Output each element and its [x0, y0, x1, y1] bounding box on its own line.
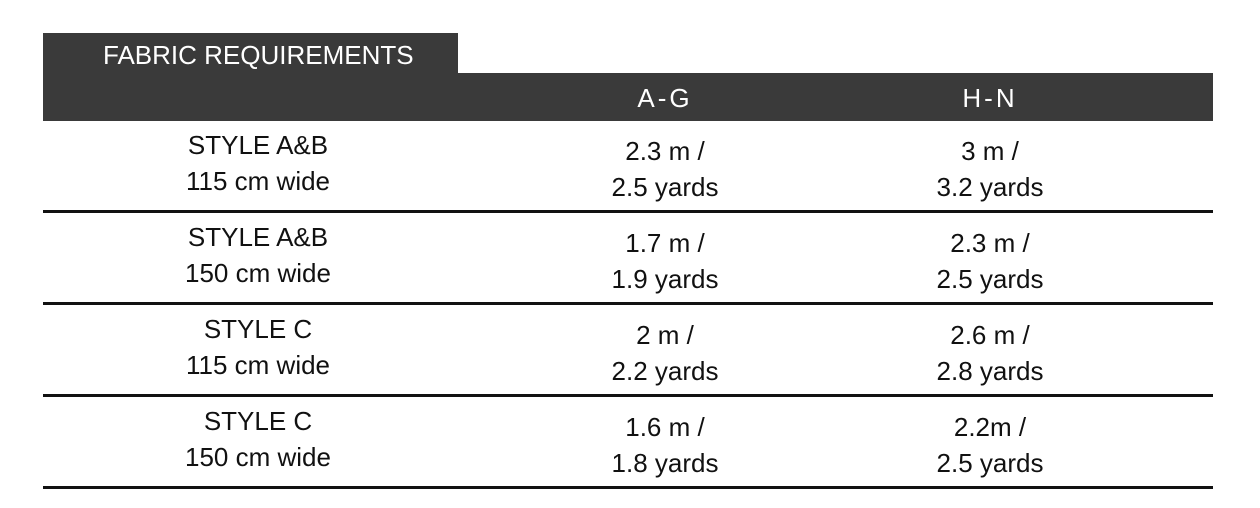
table-title: FABRIC REQUIREMENTS	[43, 33, 458, 74]
label-line: 115 cm wide	[185, 166, 331, 196]
label-line: STYLE A&B	[187, 222, 329, 252]
row-label: STYLE A&B 115 cm wide	[43, 121, 473, 210]
cell-line: 2.2m /	[953, 412, 1027, 442]
table-row: STYLE A&B 150 cm wide 1.7 m / 1.9 yards 2.3 …	[43, 213, 1213, 305]
row-label: STYLE A&B 150 cm wide	[43, 213, 473, 302]
table-cell: 2.3 m / 2.5 yards	[825, 213, 1155, 302]
cell-line: 3.2 yards	[936, 172, 1044, 202]
label-line: 115 cm wide	[185, 350, 331, 380]
cell-line: 3 m /	[961, 136, 1019, 166]
label-line: STYLE C	[203, 406, 313, 436]
cell-line: 1.9 yards	[611, 264, 719, 294]
table-cell: 2 m / 2.2 yards	[500, 305, 830, 394]
label-line: STYLE C	[203, 314, 313, 344]
cell-line: 2.2 yards	[611, 356, 719, 386]
table-cell: 2.3 m / 2.5 yards	[500, 121, 830, 210]
label-line: 150 cm wide	[185, 442, 331, 472]
cell-line: 2.5 yards	[936, 264, 1044, 294]
label-line: STYLE A&B	[187, 130, 329, 160]
label-line: 150 cm wide	[185, 258, 331, 288]
table-cell: 2.6 m / 2.8 yards	[825, 305, 1155, 394]
table-row: STYLE C 115 cm wide 2 m /2.2 yards 2.6 m /2…	[43, 305, 1213, 397]
table-cell: 2.2m / 2.5 yards	[825, 397, 1155, 486]
cell-line: 2.8 yards	[936, 356, 1044, 386]
header-bar: A-G H-N	[43, 73, 1213, 121]
column-header: H-N	[962, 83, 1018, 113]
table-body: STYLE A&B 115 cm wide 2.3 m / 2.5 yards 3 m …	[43, 121, 1213, 489]
table-cell: 1.6 m / 1.8 yards	[500, 397, 830, 486]
table-cell: 3 m / 3.2 yards	[825, 121, 1155, 210]
cell-line: 2.5 yards	[611, 172, 719, 202]
cell-line: 1.8 yards	[611, 448, 719, 478]
table-row: STYLE A&B 115 cm wide 2.3 m / 2.5 yards 3 m …	[43, 121, 1213, 213]
table-row: STYLE C 150 cm wide 1.6 m / 1.8 yards 2.2m /…	[43, 397, 1213, 489]
cell-line: 1.6 m /	[625, 412, 705, 442]
cell-line: 2.6 m /	[950, 320, 1030, 350]
cell-line: 2 m /	[636, 320, 694, 350]
cell-line: 1.7 m /	[625, 228, 705, 258]
cell-line: 2.5 yards	[936, 448, 1044, 478]
cell-line: 2.3 m /	[950, 228, 1030, 258]
table-cell: 1.7 m / 1.9 yards	[500, 213, 830, 302]
row-label: STYLE C 150 cm wide	[43, 397, 473, 486]
cell-line: 2.3 m /	[625, 136, 705, 166]
row-label: STYLE C 115 cm wide	[43, 305, 473, 394]
column-header: A-G	[637, 83, 693, 113]
